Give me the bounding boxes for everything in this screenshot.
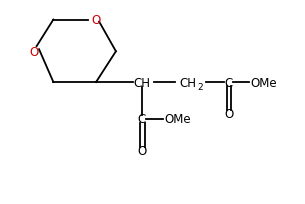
- Text: OMe: OMe: [250, 76, 277, 89]
- Text: C: C: [224, 76, 233, 89]
- Text: O: O: [29, 45, 38, 59]
- Text: O: O: [137, 144, 146, 157]
- Text: 2: 2: [197, 83, 203, 92]
- Text: CH: CH: [179, 76, 196, 89]
- Text: OMe: OMe: [165, 113, 191, 126]
- Text: CH: CH: [133, 76, 150, 89]
- Text: O: O: [92, 14, 101, 27]
- Text: C: C: [138, 113, 146, 126]
- Text: O: O: [224, 108, 233, 121]
